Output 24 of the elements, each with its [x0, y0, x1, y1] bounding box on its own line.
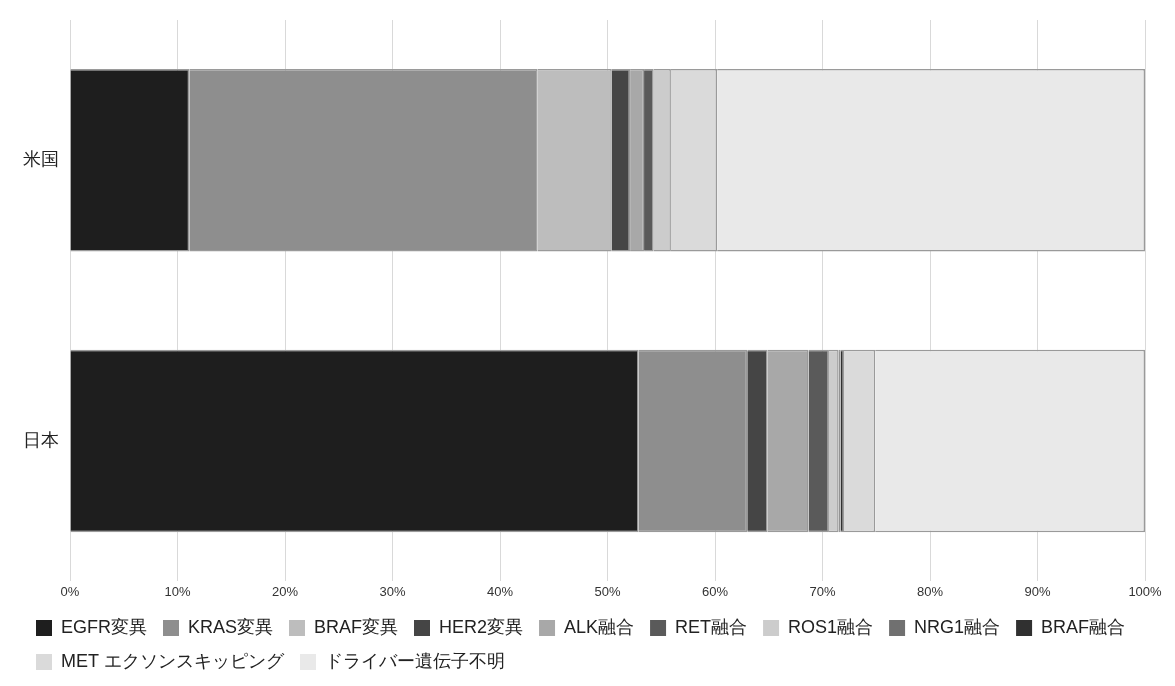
legend-label: NRG1融合 [914, 616, 1001, 637]
x-tick-label: 90% [1024, 583, 1051, 599]
legend-label: HER2変異 [439, 616, 524, 637]
legend-label: RET融合 [675, 616, 748, 637]
legend-label: BRAF融合 [1041, 616, 1126, 637]
x-tick-label: 20% [271, 583, 299, 599]
legend-label: KRAS変異 [188, 616, 274, 637]
legend-label: BRAF変異 [314, 616, 399, 637]
legend-label: ALK融合 [564, 616, 635, 637]
x-tick-label: 10% [164, 583, 191, 599]
x-tick-label: 50% [594, 583, 621, 599]
y-tick-label: 米国 [23, 149, 59, 170]
y-tick-label: 日本 [23, 430, 59, 451]
legend-label: ドライバー遺伝子不明 [325, 650, 505, 671]
x-tick-label: 60% [701, 583, 729, 599]
x-tick-label: 40% [486, 583, 514, 599]
x-tick-label: 0% [60, 583, 80, 599]
x-tick-label: 100% [1128, 583, 1163, 599]
legend-label: EGFR変異 [61, 616, 148, 637]
legend-label: ROS1融合 [788, 616, 874, 637]
legend-label: MET エクソンスキッピング [61, 650, 285, 671]
x-tick-label: 80% [916, 583, 944, 599]
x-tick-label: 70% [809, 583, 836, 599]
x-tick-label: 30% [379, 583, 406, 599]
